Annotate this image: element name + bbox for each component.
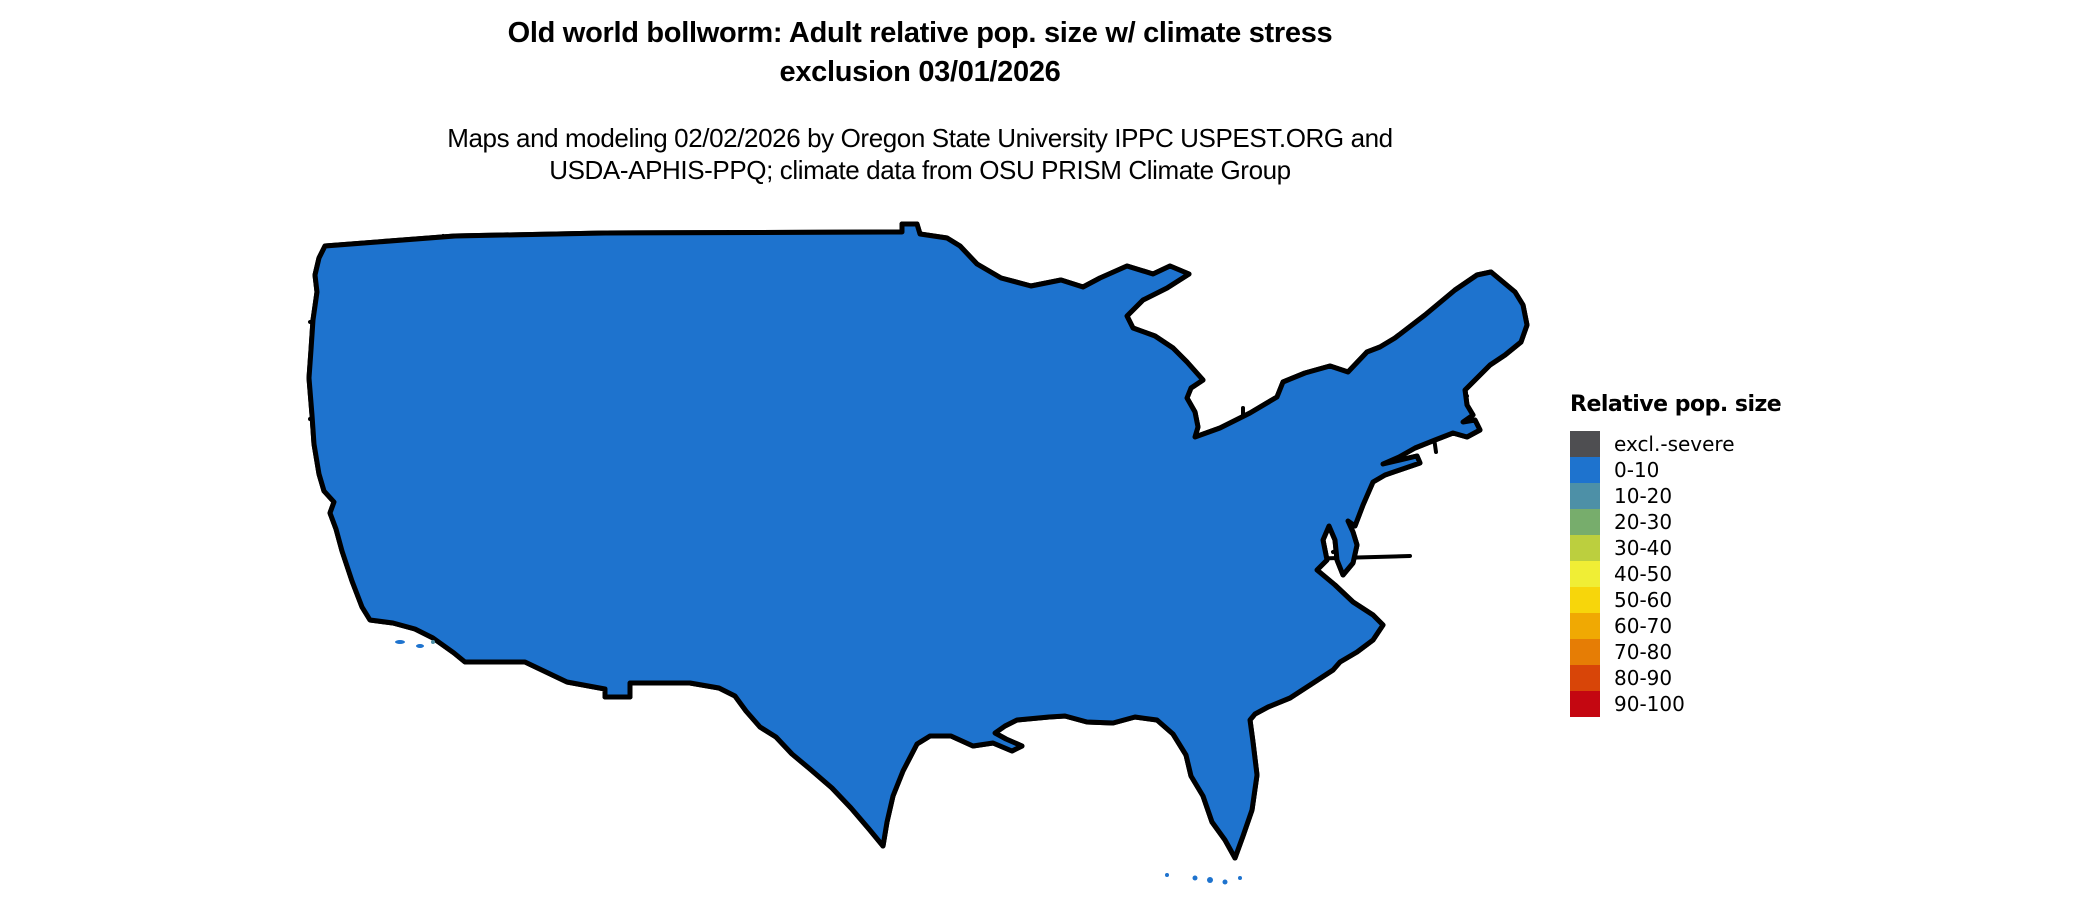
legend: Relative pop. size excl.-severe 0-10 10-20… — [1570, 392, 1820, 717]
legend-row: 30-40 — [1570, 535, 1820, 561]
legend-swatch — [1570, 561, 1600, 587]
legend-swatch — [1570, 665, 1600, 691]
legend-swatch — [1570, 535, 1600, 561]
legend-row: 40-50 — [1570, 561, 1820, 587]
page-subtitle: Maps and modeling 02/02/2026 by Oregon S… — [0, 122, 1840, 186]
legend-entries: excl.-severe 0-10 10-20 20-30 30-40 40-50 50-6… — [1570, 431, 1820, 717]
legend-label: 70-80 — [1614, 640, 1673, 664]
legend-swatch — [1570, 457, 1600, 483]
legend-row: 70-80 — [1570, 639, 1820, 665]
legend-row: 10-20 — [1570, 483, 1820, 509]
legend-row: excl.-severe — [1570, 431, 1820, 457]
legend-label: 40-50 — [1614, 562, 1673, 586]
page-title-line2: exclusion 03/01/2026 — [779, 56, 1061, 88]
page-title-line1: Old world bollworm: Adult relative pop. … — [507, 17, 1333, 49]
legend-row: 60-70 — [1570, 613, 1820, 639]
legend-swatch — [1570, 613, 1600, 639]
legend-row: 20-30 — [1570, 509, 1820, 535]
legend-row: 50-60 — [1570, 587, 1820, 613]
legend-swatch — [1570, 587, 1600, 613]
legend-swatch — [1570, 639, 1600, 665]
legend-label: 80-90 — [1614, 666, 1673, 690]
legend-label: excl.-severe — [1614, 432, 1735, 456]
legend-label: 60-70 — [1614, 614, 1673, 638]
legend-row: 90-100 — [1570, 691, 1820, 717]
legend-row: 80-90 — [1570, 665, 1820, 691]
legend-swatch — [1570, 431, 1600, 457]
legend-label: 10-20 — [1614, 484, 1673, 508]
legend-swatch — [1570, 509, 1600, 535]
legend-label: 0-10 — [1614, 458, 1660, 482]
legend-swatch — [1570, 483, 1600, 509]
national-outline — [309, 224, 1527, 858]
legend-label: 20-30 — [1614, 510, 1673, 534]
us-map-svg — [306, 221, 1530, 885]
legend-swatch — [1570, 691, 1600, 717]
page-subtitle-line2: USDA-APHIS-PPQ; climate data from OSU PR… — [549, 155, 1291, 185]
islands — [395, 640, 1242, 885]
us-risk-map — [305, 220, 1555, 892]
legend-row: 0-10 — [1570, 457, 1820, 483]
page-subtitle-line1: Maps and modeling 02/02/2026 by Oregon S… — [447, 123, 1393, 153]
legend-title: Relative pop. size — [1570, 392, 1782, 417]
legend-label: 50-60 — [1614, 588, 1673, 612]
page-title: Old world bollworm: Adult relative pop. … — [0, 14, 1840, 92]
legend-label: 30-40 — [1614, 536, 1673, 560]
legend-label: 90-100 — [1614, 692, 1685, 716]
